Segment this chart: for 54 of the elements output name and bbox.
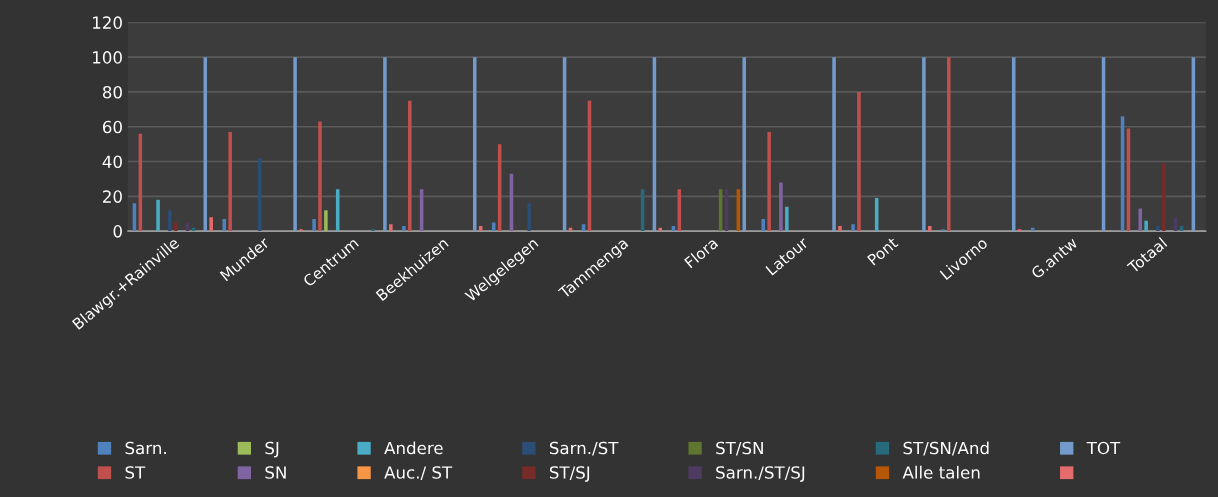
bar (1144, 220, 1148, 232)
bar (472, 57, 477, 232)
legend-label: SJ (265, 441, 279, 458)
y-tick-label: 40 (102, 155, 122, 169)
bar (312, 218, 316, 232)
bar (851, 224, 855, 232)
y-tick-label: 20 (103, 190, 122, 203)
bar (293, 57, 297, 232)
bar (1138, 208, 1143, 232)
legend-label: ST/SN/And (903, 441, 989, 456)
legend-label: ST (125, 466, 146, 479)
bar (742, 57, 747, 232)
bar (209, 217, 213, 232)
bar (779, 182, 783, 232)
y-tick-label: 80 (102, 85, 122, 99)
bar (324, 210, 328, 232)
bar (168, 210, 172, 232)
bar (761, 218, 765, 232)
legend-label: Sarn. (125, 441, 166, 455)
bar (222, 218, 227, 232)
bar (318, 121, 322, 232)
bar (857, 91, 861, 232)
bar (928, 225, 932, 232)
bar (1156, 225, 1160, 232)
bar (402, 225, 406, 232)
bar (173, 222, 178, 232)
y-tick-label: 60 (102, 120, 122, 134)
bar (383, 57, 387, 232)
y-tick-label: 120 (93, 16, 122, 29)
legend-label: Sarn./ST (549, 441, 619, 456)
bar (947, 57, 951, 232)
legend-label: Andere (384, 441, 443, 455)
bar (1162, 163, 1166, 232)
y-tick-label: 100 (93, 51, 122, 64)
bar (389, 224, 393, 232)
bar (156, 199, 160, 232)
bar (838, 225, 842, 232)
bar (767, 131, 771, 232)
legend-label: Auc./ ST (384, 466, 453, 481)
bar (491, 222, 496, 232)
bar (832, 57, 836, 232)
bar (228, 131, 232, 232)
legend-label: ST/SN (716, 441, 763, 456)
bar (922, 57, 926, 232)
legend-label: SN (265, 466, 286, 479)
bar (527, 203, 531, 232)
bar (203, 57, 208, 232)
legend-label: Sarn./ST/SJ (716, 466, 805, 482)
legend-label: TOT (1086, 441, 1121, 455)
bar (785, 206, 789, 232)
legend-label: ST/SJ (549, 466, 590, 482)
bar (408, 100, 412, 232)
y-tick-label: 0 (113, 225, 122, 238)
legend-label: Alle talen (902, 465, 980, 479)
